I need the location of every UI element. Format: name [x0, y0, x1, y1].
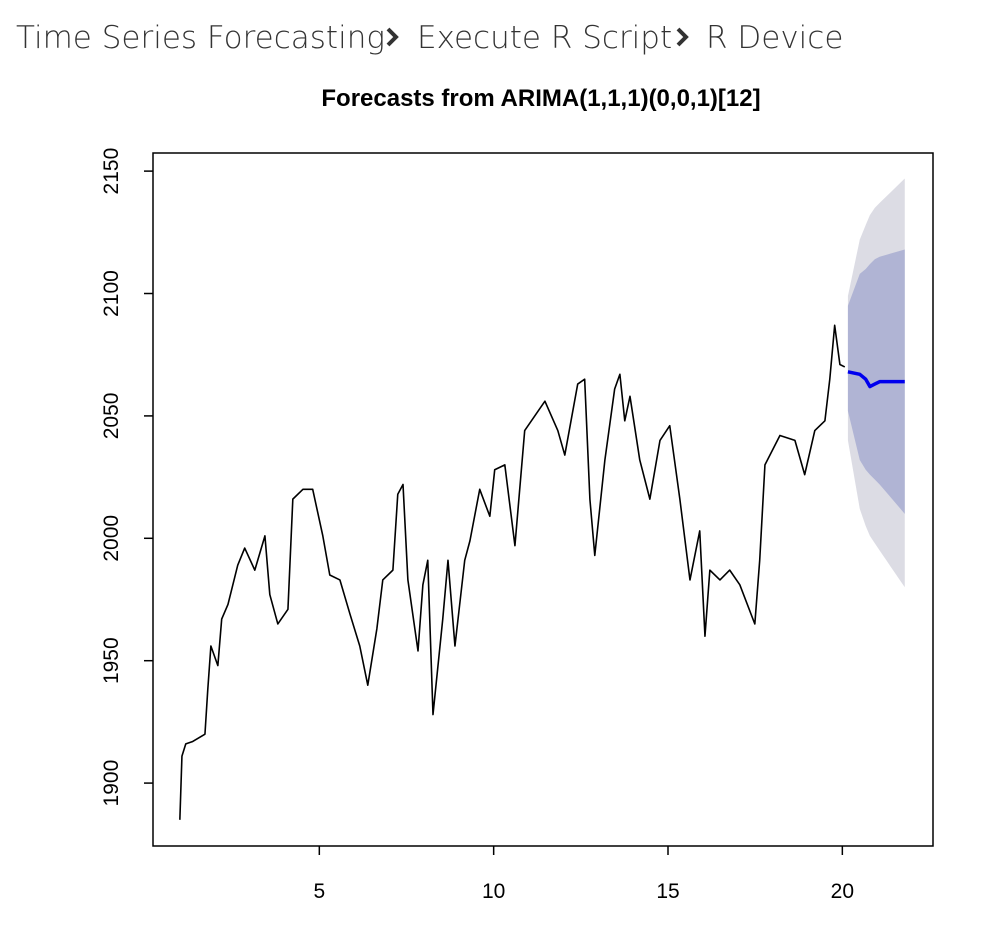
plot: 5 10 15 20 1900 1950 2000 2050 2100 2150 [100, 148, 905, 903]
breadcrumb-separator [676, 27, 689, 47]
series-line [179, 324, 846, 820]
y-tick-label: 1900 [100, 760, 123, 807]
y-tick-label: 2150 [100, 148, 123, 195]
y-tick-label: 2100 [100, 270, 123, 317]
y-tick-label: 2000 [100, 515, 123, 562]
x-tick-label: 10 [482, 880, 505, 903]
x-tick-label: 20 [831, 880, 854, 903]
y-tick-label: 2050 [100, 393, 123, 440]
breadcrumb-item: R Device [706, 20, 843, 56]
y-tick-label: 1950 [100, 637, 123, 684]
breadcrumb-item[interactable]: Execute R Script [417, 20, 672, 56]
x-tick-label: 5 [313, 880, 325, 903]
x-tick-label: 15 [656, 880, 679, 903]
breadcrumb-item[interactable]: Time Series Forecasting [16, 20, 385, 56]
chart-title: Forecasts from ARIMA(1,1,1)(0,0,1)[12] [321, 85, 760, 112]
breadcrumb-separator [386, 27, 399, 47]
series-line [847, 370, 905, 389]
plot-frame [152, 152, 934, 847]
